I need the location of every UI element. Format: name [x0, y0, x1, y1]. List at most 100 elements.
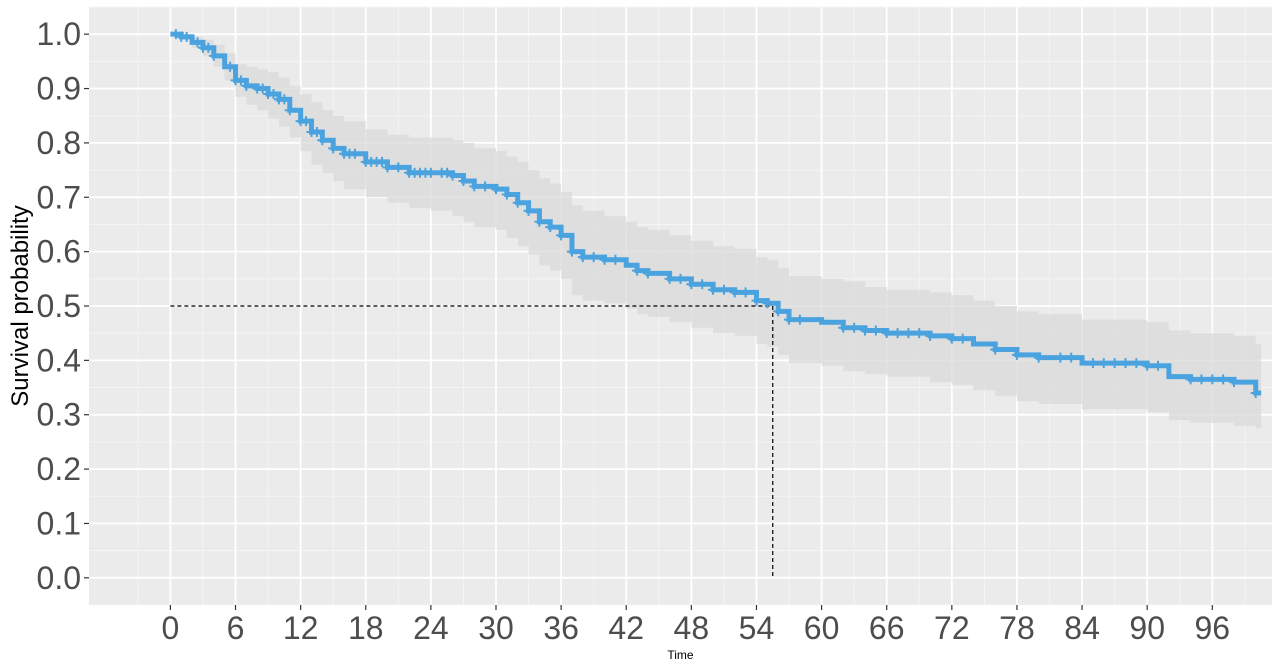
censor-mark [588, 252, 599, 263]
censor-mark [279, 94, 290, 105]
censor-mark [208, 50, 219, 61]
censor-mark [268, 88, 279, 99]
censor-mark [870, 325, 881, 336]
censor-mark [181, 31, 192, 42]
censor-mark [311, 127, 322, 138]
censor-mark [1066, 352, 1077, 363]
censor-mark [957, 333, 968, 344]
censor-mark [458, 175, 469, 186]
x-tick-label: 30 [478, 610, 514, 646]
censor-mark [534, 216, 545, 227]
censor-mark [708, 284, 719, 295]
x-tick-label: 18 [348, 610, 384, 646]
censor-mark [377, 156, 388, 167]
censor-mark [512, 197, 523, 208]
censor-mark [393, 162, 404, 173]
x-tick-label: 78 [999, 610, 1035, 646]
censor-mark [729, 287, 740, 298]
confidence-band [170, 34, 1262, 429]
censor-mark [892, 328, 903, 339]
y-tick-label: 0.3 [37, 397, 81, 433]
censor-mark [490, 184, 501, 195]
x-axis-title: Time [667, 648, 694, 662]
censor-mark [447, 170, 458, 181]
censor-mark [881, 328, 892, 339]
censor-mark [192, 37, 203, 48]
censor-mark [301, 116, 312, 127]
censor-mark [284, 105, 295, 116]
censor-mark [946, 333, 957, 344]
x-tick-label: 66 [869, 610, 905, 646]
censor-mark [170, 29, 181, 40]
censor-mark [241, 80, 252, 91]
censor-mark [860, 325, 871, 336]
censor-mark [664, 273, 675, 284]
censor-mark [914, 328, 925, 339]
x-tick-label: 96 [1195, 610, 1231, 646]
censor-mark [257, 83, 268, 94]
y-tick-label: 0.2 [37, 451, 81, 487]
censor-mark [599, 254, 610, 265]
censor-mark [1120, 358, 1131, 369]
censor-mark [501, 189, 512, 200]
y-tick-label: 0.4 [37, 342, 81, 378]
censor-mark [718, 284, 729, 295]
censor-mark [203, 42, 214, 53]
y-tick-label: 0.7 [37, 179, 81, 215]
y-axis: 0.0 0.1 0.2 0.3 0.4 0.5 0.6 0.7 0.8 0.9 1.0 [37, 16, 89, 596]
censor-mark [328, 143, 339, 154]
censor-mark [349, 148, 360, 159]
y-tick-label: 0.0 [37, 560, 81, 596]
censor-mark [1153, 360, 1164, 371]
x-tick-label: 24 [413, 610, 449, 646]
censor-mark [556, 230, 567, 241]
x-tick-label: 12 [283, 610, 319, 646]
x-tick-label: 0 [162, 610, 180, 646]
y-tick-label: 0.6 [37, 234, 81, 270]
censor-mark [762, 298, 773, 309]
censor-mark [784, 314, 795, 325]
x-tick-label: 48 [674, 610, 710, 646]
censor-mark [697, 279, 708, 290]
x-tick-label: 60 [804, 610, 840, 646]
censor-mark [1098, 358, 1109, 369]
censor-mark [1011, 349, 1022, 360]
censor-mark [523, 205, 534, 216]
censor-mark [545, 222, 556, 233]
y-tick-label: 0.1 [37, 505, 81, 541]
censor-mark [925, 330, 936, 341]
censor-mark [675, 273, 686, 284]
x-tick-label: 90 [1129, 610, 1165, 646]
y-axis-title: Survival probability [7, 205, 34, 406]
x-tick-label: 72 [934, 610, 970, 646]
censor-mark [1250, 387, 1261, 398]
censor-mark [1033, 352, 1044, 363]
censor-mark [751, 295, 762, 306]
censor-mark [1131, 358, 1142, 369]
censor-mark [566, 246, 577, 257]
censor-mark [642, 268, 653, 279]
x-tick-label: 84 [1064, 610, 1100, 646]
censor-mark [235, 75, 246, 86]
censor-mark [480, 181, 491, 192]
censor-mark [577, 252, 588, 263]
censor-mark [1196, 374, 1207, 385]
x-tick-label: 36 [543, 610, 579, 646]
x-tick-label: 6 [227, 610, 245, 646]
censor-mark [425, 167, 436, 178]
grid-major [89, 7, 1272, 605]
x-axis: 0 6 12 18 24 30 36 42 48 54 60 66 72 78 84 90 96 [162, 605, 1231, 646]
censor-mark [838, 322, 849, 333]
censor-mark [740, 287, 751, 298]
censor-mark [442, 167, 453, 178]
censor-mark [1185, 374, 1196, 385]
x-tick-label: 42 [608, 610, 644, 646]
censor-mark [1207, 374, 1218, 385]
censor-mark [1142, 360, 1153, 371]
censor-mark [773, 306, 784, 317]
censor-mark [686, 279, 697, 290]
censor-mark [225, 61, 236, 72]
censor-marks [170, 29, 1261, 398]
censor-mark [1229, 377, 1240, 388]
